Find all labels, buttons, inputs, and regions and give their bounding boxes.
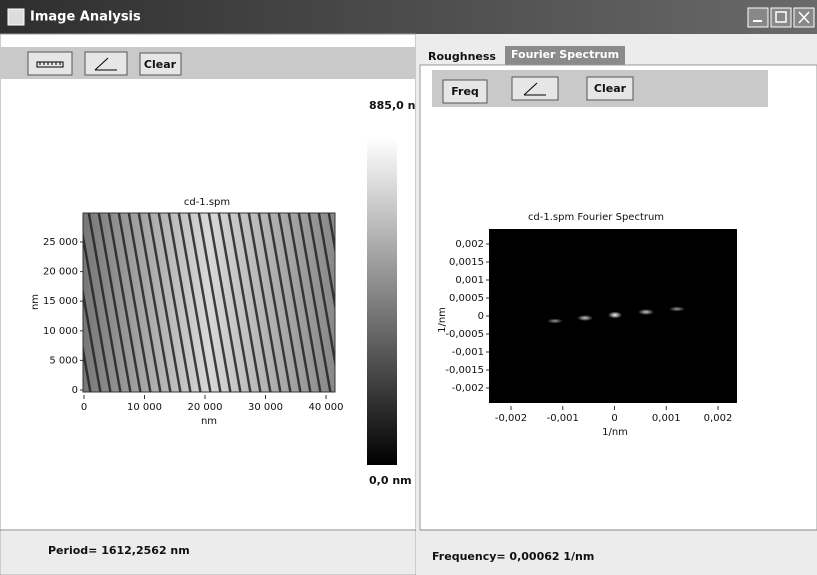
y-tick-label: 0 bbox=[478, 311, 484, 322]
frequency-status: Frequency= 0,00062 1/nm bbox=[432, 550, 594, 563]
x-tick-label: 0 bbox=[81, 402, 87, 413]
ruler-button[interactable] bbox=[28, 52, 72, 75]
x-tick-label: 0 bbox=[611, 413, 617, 424]
angle-button-right[interactable] bbox=[512, 77, 558, 100]
window-controls bbox=[748, 8, 814, 27]
clear-label: Clear bbox=[144, 58, 177, 71]
y-tick-label: 0,0015 bbox=[449, 257, 484, 268]
y-tick-label: -0,001 bbox=[452, 347, 484, 358]
x-tick-label: 0,001 bbox=[652, 413, 681, 424]
y-axis-label: nm bbox=[30, 294, 41, 310]
y-tick-label: 25 000 bbox=[43, 237, 78, 248]
angle-button[interactable] bbox=[85, 52, 127, 75]
app-icon bbox=[8, 9, 24, 25]
tab-roughness[interactable]: Roughness bbox=[428, 50, 496, 63]
x-tick-label: -0,002 bbox=[495, 413, 527, 424]
window: Image Analysis Clear 885,0 n 0,0 nm cd-1… bbox=[0, 0, 817, 575]
height-image-stripes bbox=[83, 213, 335, 392]
y-tick-label: -0,0005 bbox=[445, 329, 484, 340]
x-axis-label: nm bbox=[201, 416, 217, 427]
y-tick-label: 5 000 bbox=[49, 355, 78, 366]
x-tick-label: 30 000 bbox=[248, 402, 283, 413]
page: Image Analysis Clear 885,0 n 0,0 nm cd-1… bbox=[0, 0, 817, 575]
plot-title: cd-1.spm bbox=[184, 197, 230, 208]
period-status: Period= 1612,2562 nm bbox=[48, 544, 190, 557]
clear-label-right: Clear bbox=[594, 82, 627, 95]
y-tick-label: 20 000 bbox=[43, 267, 78, 278]
tab-fourier-spectrum: Fourier Spectrum bbox=[511, 48, 619, 61]
minimize-button[interactable] bbox=[748, 8, 768, 27]
colorbar-max: 885,0 n bbox=[369, 99, 415, 112]
x-tick-label: 10 000 bbox=[127, 402, 162, 413]
maximize-button[interactable] bbox=[771, 8, 791, 27]
y-tick-label: -0,0015 bbox=[445, 365, 484, 376]
freq-label: Freq bbox=[451, 85, 479, 98]
y-tick-label: 0,0005 bbox=[449, 293, 484, 304]
colorbar-min: 0,0 nm bbox=[369, 474, 412, 487]
spectrum-title: cd-1.spm Fourier Spectrum bbox=[528, 212, 664, 223]
spectrum-y-label: 1/nm bbox=[437, 307, 448, 333]
x-tick-label: -0,001 bbox=[547, 413, 579, 424]
x-tick-label: 0,002 bbox=[704, 413, 733, 424]
y-tick-label: 15 000 bbox=[43, 296, 78, 307]
x-tick-label: 40 000 bbox=[309, 402, 344, 413]
y-tick-label: 0,002 bbox=[455, 239, 484, 250]
y-tick-label: 10 000 bbox=[43, 326, 78, 337]
y-tick-label: 0,001 bbox=[455, 275, 484, 286]
window-title: Image Analysis bbox=[30, 10, 141, 25]
y-tick-label: 0 bbox=[72, 385, 78, 396]
spectrum-x-label: 1/nm bbox=[602, 427, 628, 438]
colorbar bbox=[367, 138, 397, 465]
x-tick-label: 20 000 bbox=[188, 402, 223, 413]
y-tick-label: -0,002 bbox=[452, 383, 484, 394]
